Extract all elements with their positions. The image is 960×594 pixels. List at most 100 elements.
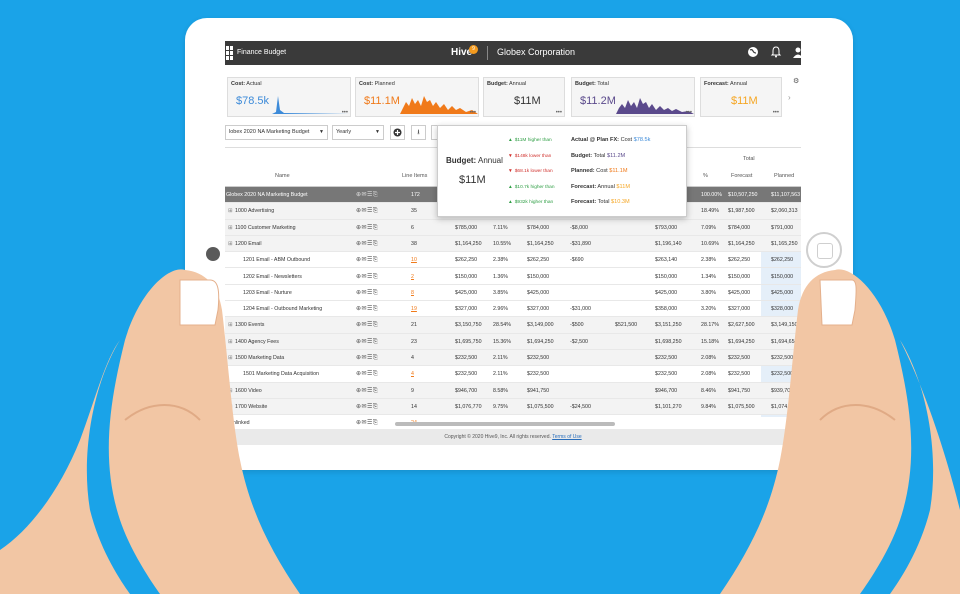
top-bar: Finance Budget Hive 9 Globex Corporation [225, 41, 801, 65]
cell-forecast: $941,750 [728, 387, 751, 394]
tooltip-ref: Forecast: Annual $11M [571, 183, 630, 190]
cell-c6: $232,500 [655, 355, 678, 361]
tooltip-ref: Planned: Cost $11.1M [571, 168, 628, 174]
settings-icon[interactable]: ⚙ [793, 78, 800, 85]
row-actions-icon[interactable]: ⊕✉☰⎘ [356, 257, 379, 264]
row-actions-icon[interactable]: ⊕✉☰⎘ [356, 289, 379, 296]
kpi-card-budget-total[interactable]: Budget: Total $11.2M ••• [571, 77, 695, 117]
horizontal-scrollbar[interactable] [395, 422, 615, 426]
toolbar-more-button[interactable] [431, 125, 437, 140]
expand-icon[interactable]: ⊞ [228, 240, 233, 247]
cell-pct: 18.49% [701, 208, 719, 215]
expand-icon[interactable]: ⊞ [228, 355, 233, 361]
cell-planned: $328,000 [771, 306, 794, 313]
period-select[interactable]: Yearly ▼ [332, 125, 384, 140]
kpi-card-cost-actual[interactable]: Cost: Actual $78.5k ••• [227, 77, 351, 117]
expand-icon[interactable]: ⊞ [228, 224, 233, 231]
cell-c1: $1,164,250 [455, 240, 482, 247]
bell-icon[interactable] [770, 46, 782, 58]
table-row[interactable]: 1203 Email - Nurture ⊕✉☰⎘ 8 $425,000 3.85% $4… [225, 285, 801, 302]
kpi-card-cost-planned[interactable]: Cost: Planned $11.1M ••• [355, 77, 479, 117]
table-row[interactable]: 1204 Email - Outbound Marketing ⊕✉☰⎘ 19 $32… [225, 301, 801, 318]
add-button[interactable] [390, 125, 405, 140]
line-items-count: 21 [411, 322, 417, 329]
table-row[interactable]: 1700 Website⊞⊕✉☰⎘14$1,076,7709.75%$1,075… [225, 398, 801, 416]
table-row[interactable]: 1501 Marketing Data Acquisition ⊕✉☰⎘ 4 $232… [225, 366, 801, 383]
cell-c1: $327,000 [455, 306, 478, 313]
more-icon[interactable]: ••• [685, 110, 692, 116]
expand-icon[interactable]: ⊞ [228, 322, 233, 329]
tablet-home-button[interactable] [806, 232, 842, 268]
tooltip-delta: ▲ $10.7k higher than [508, 184, 555, 190]
download-icon[interactable]: ⭳ [411, 125, 426, 140]
row-actions-icon[interactable]: ⊕✉☰⎘ [356, 420, 379, 427]
expand-icon[interactable]: ⊞ [228, 208, 233, 215]
tooltip-delta: ▲ $11M higher than [508, 138, 552, 143]
row-actions-icon[interactable]: ⊕✉☰⎘ [356, 208, 379, 215]
cell-c2: 15.36% [493, 338, 511, 345]
row-actions-icon[interactable]: ⊕✉☰⎘ [356, 273, 379, 280]
row-actions-icon[interactable]: ⊕✉☰⎘ [356, 403, 379, 410]
table-row[interactable]: 1300 Events ⊞ ⊕✉☰⎘ 21 $3,150,750 28.54% $3,149… [225, 317, 801, 334]
cell-c6: $150,000 [655, 273, 678, 280]
row-actions-icon[interactable]: ⊕✉☰⎘ [356, 306, 379, 313]
cell-c4: -$690 [570, 257, 584, 264]
line-items-count[interactable]: 4 [411, 371, 414, 378]
terms-link[interactable]: Terms of Use [552, 434, 582, 440]
row-name: 1100 Customer Marketing [235, 224, 296, 231]
row-actions-icon[interactable]: ⊕✉☰⎘ [356, 224, 379, 231]
globe-icon[interactable] [747, 46, 759, 58]
table-row[interactable]: 1600 Video⊞⊕✉☰⎘9$946,7008.58%$941,750$94… [225, 382, 801, 399]
line-items-count[interactable]: 19 [411, 306, 417, 313]
row-actions-icon[interactable]: ⊕✉☰⎘ [356, 322, 379, 329]
row-actions-icon[interactable]: ⊕✉☰⎘ [356, 338, 379, 345]
row-actions-icon[interactable]: ⊕✉☰⎘ [356, 371, 379, 378]
row-actions-icon[interactable]: ⊕✉☰⎘ [356, 240, 379, 247]
row-name: 1700 Website [235, 403, 268, 410]
sparkline [616, 98, 694, 114]
chevron-right-icon[interactable]: › [788, 93, 791, 102]
row-actions-icon[interactable]: ⊕✉☰⎘ [356, 355, 379, 361]
more-icon[interactable]: ••• [555, 110, 562, 116]
table-row[interactable]: 1500 Marketing Data ⊞ ⊕✉☰⎘ 4 $232,500 2.11% $2… [225, 350, 801, 367]
expand-icon[interactable]: ⊞ [228, 338, 233, 345]
table-row[interactable]: 1200 Email ⊞ ⊕✉☰⎘ 38 $1,164,250 10.55% $1,164,… [225, 235, 801, 253]
line-items-count[interactable]: 8 [411, 289, 414, 296]
cell-c3: $1,075,500 [527, 403, 554, 410]
line-items-count[interactable]: 2 [411, 273, 414, 280]
sparkline [272, 96, 350, 114]
line-items-count: 6 [411, 224, 414, 231]
tooltip-delta: ▲ $932k higher than [508, 200, 554, 205]
cell-pct: 7.09% [701, 224, 717, 231]
cell-forecast: $425,000 [728, 289, 751, 296]
more-icon[interactable]: ••• [772, 110, 779, 116]
row-actions-icon[interactable]: ⊕✉☰⎘ [356, 387, 379, 394]
col-line-items: Line Items [402, 173, 428, 179]
cell-forecast: $262,250 [728, 257, 751, 264]
more-icon[interactable]: ••• [341, 110, 348, 116]
user-icon[interactable] [792, 46, 801, 58]
line-items-count: 38 [411, 240, 417, 247]
cell-forecast: $784,000 [728, 224, 751, 231]
kpi-card-forecast-annual[interactable]: Forecast: Annual $11M ••• [700, 77, 782, 117]
cell-c2: 2.11% [493, 371, 508, 378]
budget-select[interactable]: lobex 2020 NA Marketing Budget ▼ [225, 125, 328, 140]
cell-c2: 2.11% [493, 355, 508, 361]
more-icon[interactable]: ••• [469, 110, 476, 116]
cell-c1: $3,150,750 [455, 322, 482, 329]
line-items-count: 23 [411, 338, 417, 345]
cell-c3: $1,164,250 [527, 240, 554, 247]
line-items-count: 35 [411, 208, 417, 215]
line-items-count[interactable]: 10 [411, 257, 417, 264]
cell-c6: $263,140 [655, 257, 678, 264]
table-row[interactable]: 1100 Customer Marketing ⊞ ⊕✉☰⎘ 6 $785,000 7.1… [225, 219, 801, 236]
app-grid-icon[interactable] [226, 46, 234, 60]
table-row[interactable]: 1202 Email - Newsletters ⊕✉☰⎘ 2 $150,000 1.3… [225, 269, 801, 285]
kpi-card-budget-annual[interactable]: Budget: Annual $11M ••• [483, 77, 565, 117]
row-actions-icon[interactable]: ⊕✉☰⎘ [356, 192, 379, 198]
table-row[interactable]: 1201 Email - ABM Outbound ⊕✉☰⎘ 10 $262,250 2… [225, 252, 801, 269]
cell-pct: 3.80% [701, 289, 717, 296]
table-row[interactable]: 1400 Agency Fees ⊞ ⊕✉☰⎘ 23 $1,695,750 15.36% $… [225, 333, 801, 350]
cell-c2: 8.58% [493, 387, 509, 394]
cell-c3: $3,149,000 [527, 322, 554, 329]
